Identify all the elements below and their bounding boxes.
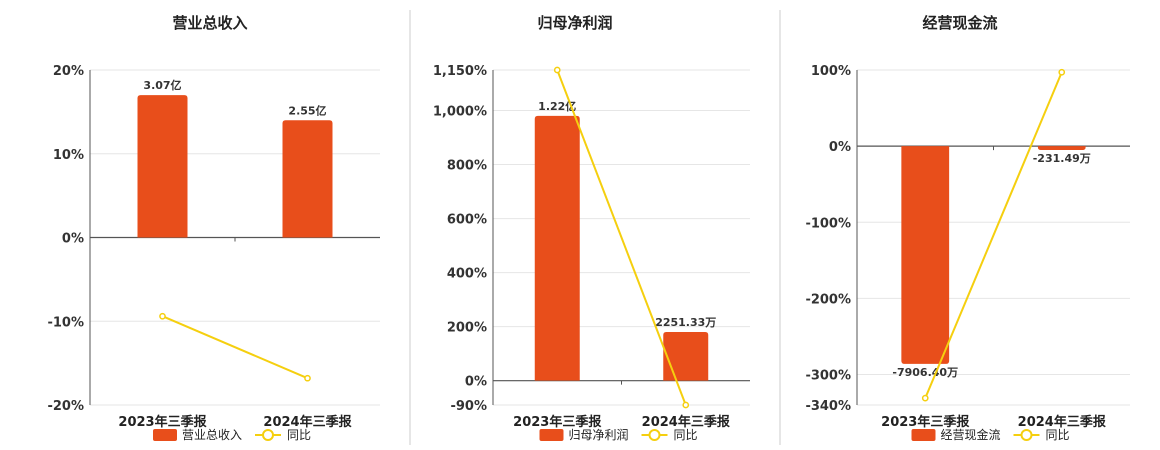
y-tick-label: -90% [450,399,487,414]
bar [663,332,709,381]
legend-bar-label: 营业总收入 [182,428,242,442]
yoy-line [556,69,687,406]
chart-title: 归母净利润 [537,14,612,32]
yoy-line [924,71,1063,399]
x-category-label: 2024年三季报 [1018,414,1107,430]
legend-bar-swatch [911,429,936,441]
yoy-point [1058,68,1066,76]
bar [282,120,333,238]
bar-value-label: -7906.40万 [892,366,958,379]
x-category-label: 2024年三季报 [263,414,352,430]
legend: 营业总收入 同比 [153,428,311,442]
yoy-point [159,312,166,320]
legend-line-label: 同比 [287,428,311,442]
y-tick-label: 1,150% [433,64,487,79]
legend-line-label: 同比 [1046,428,1070,442]
legend-bar-label: 经营现金流 [941,427,1001,442]
bar-value-label: 3.07亿 [143,78,181,92]
x-category-label: 2023年三季报 [881,414,970,430]
bar-value-label: 1.22亿 [538,99,576,113]
legend-line-label: 同比 [674,428,698,442]
chart-panel-2: 归母净利润 1,150% 1,000% 800% 600% 400% 200% 0% -90% 1… [433,14,750,442]
yoy-line [162,315,308,380]
y-tick-label: 600% [447,213,487,228]
x-category-label: 2024年三季报 [642,414,731,430]
chart-panel-1: 营业总收入 20% 10% 0% -10% -20% 3.07亿 2023年三季报 2.55亿 2… [47,14,380,442]
y-tick-label: -20% [47,399,84,414]
yoy-point [921,394,929,402]
bar [1037,146,1086,150]
bar-value-label: 2251.33万 [655,316,716,329]
legend-line-marker [1020,429,1033,441]
y-tick-label: 0% [62,232,84,247]
y-tick-label: 0% [829,140,851,155]
bar [901,146,950,364]
y-tick-label: 0% [465,375,487,390]
legend-bar-label: 归母净利润 [569,428,629,442]
y-tick-label: -200% [805,292,851,307]
legend-bar-swatch [539,429,564,441]
y-tick-label: -10% [47,315,84,330]
y-tick-label: -100% [805,216,851,231]
y-tick-label: -300% [805,369,851,384]
legend-bar-swatch [153,429,177,441]
legend: 归母净利润 同比 [539,428,698,442]
y-tick-label: 10% [53,148,84,163]
legend-line-marker [648,429,661,441]
yoy-point [682,401,690,409]
y-tick-label: 400% [447,267,487,282]
bar-value-label: -231.49万 [1033,152,1091,165]
legend-line-marker [262,429,274,441]
chart-title: 营业总收入 [172,14,247,32]
yoy-point [553,66,561,74]
bar-value-label: 2.55亿 [288,103,326,117]
yoy-point [304,374,311,382]
y-tick-label: -340% [805,399,851,414]
y-tick-label: 200% [447,321,487,336]
y-tick-label: 1,000% [433,105,487,120]
chart-panel-3: 经营现金流 100% 0% -100% -200% -300% -340% -7906.40万… [805,14,1130,442]
bar [534,115,580,381]
y-tick-label: 100% [811,64,851,79]
y-tick-label: 20% [53,64,84,79]
bar [137,95,188,238]
chart-title: 经营现金流 [922,14,997,32]
x-category-label: 2023年三季报 [118,414,207,430]
x-category-label: 2023年三季报 [513,414,602,430]
legend: 经营现金流 同比 [911,427,1070,442]
y-tick-label: 800% [447,159,487,174]
